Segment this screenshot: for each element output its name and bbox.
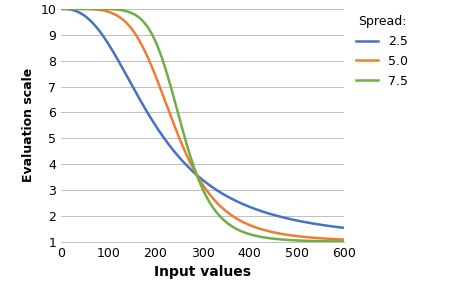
Legend: 2.5, 5.0, 7.5: 2.5, 5.0, 7.5 [356,15,408,88]
5.0 [333,237,339,241]
2.5 [58,7,64,11]
7.5 [188,157,194,160]
Line: 5.0: 5.0 [61,9,344,240]
5.0 [281,232,286,236]
7.5 [281,238,286,241]
2.5 [333,225,339,229]
Line: 7.5: 7.5 [61,9,344,242]
2.5 [196,175,202,178]
7.5 [58,7,64,11]
2.5 [188,168,194,172]
5.0 [73,7,79,11]
5.0 [58,7,64,11]
X-axis label: Input values: Input values [154,265,251,279]
5.0 [196,176,202,180]
2.5 [73,9,79,13]
7.5 [341,240,347,243]
5.0 [333,237,338,241]
7.5 [73,7,79,11]
5.0 [188,163,194,166]
Y-axis label: Evaluation scale: Evaluation scale [22,68,35,183]
5.0 [341,238,347,241]
2.5 [341,226,347,230]
2.5 [333,225,338,229]
2.5 [281,216,286,219]
7.5 [333,240,338,243]
7.5 [333,240,339,243]
Line: 2.5: 2.5 [61,9,344,228]
7.5 [196,178,202,181]
